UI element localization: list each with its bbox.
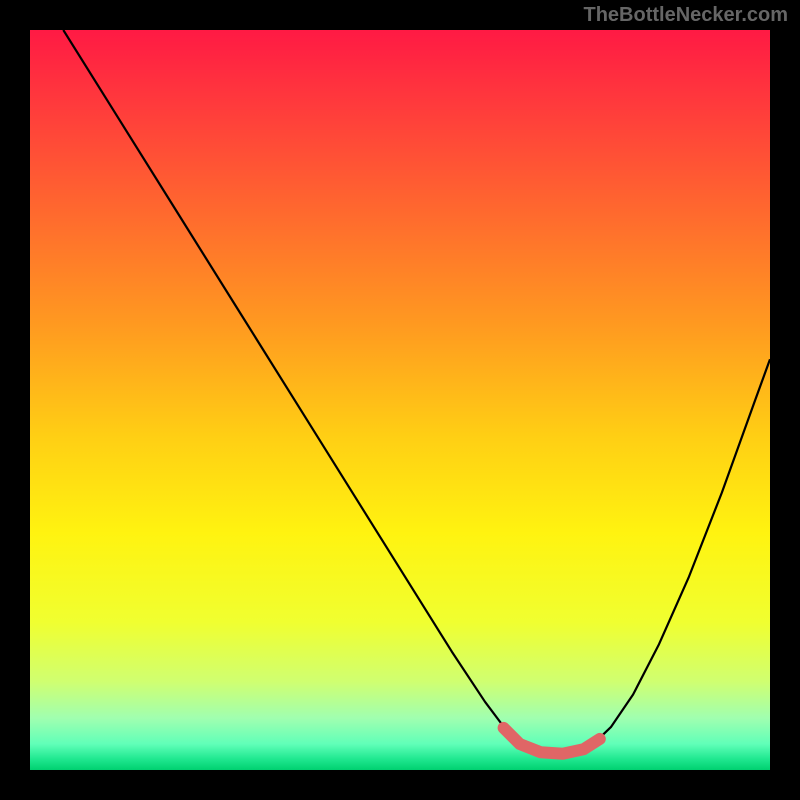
plot-area (30, 30, 770, 770)
chart-container: TheBottleNecker.com (0, 0, 800, 800)
gradient-background (30, 30, 770, 770)
chart-svg (30, 30, 770, 770)
watermark-text: TheBottleNecker.com (583, 4, 788, 27)
